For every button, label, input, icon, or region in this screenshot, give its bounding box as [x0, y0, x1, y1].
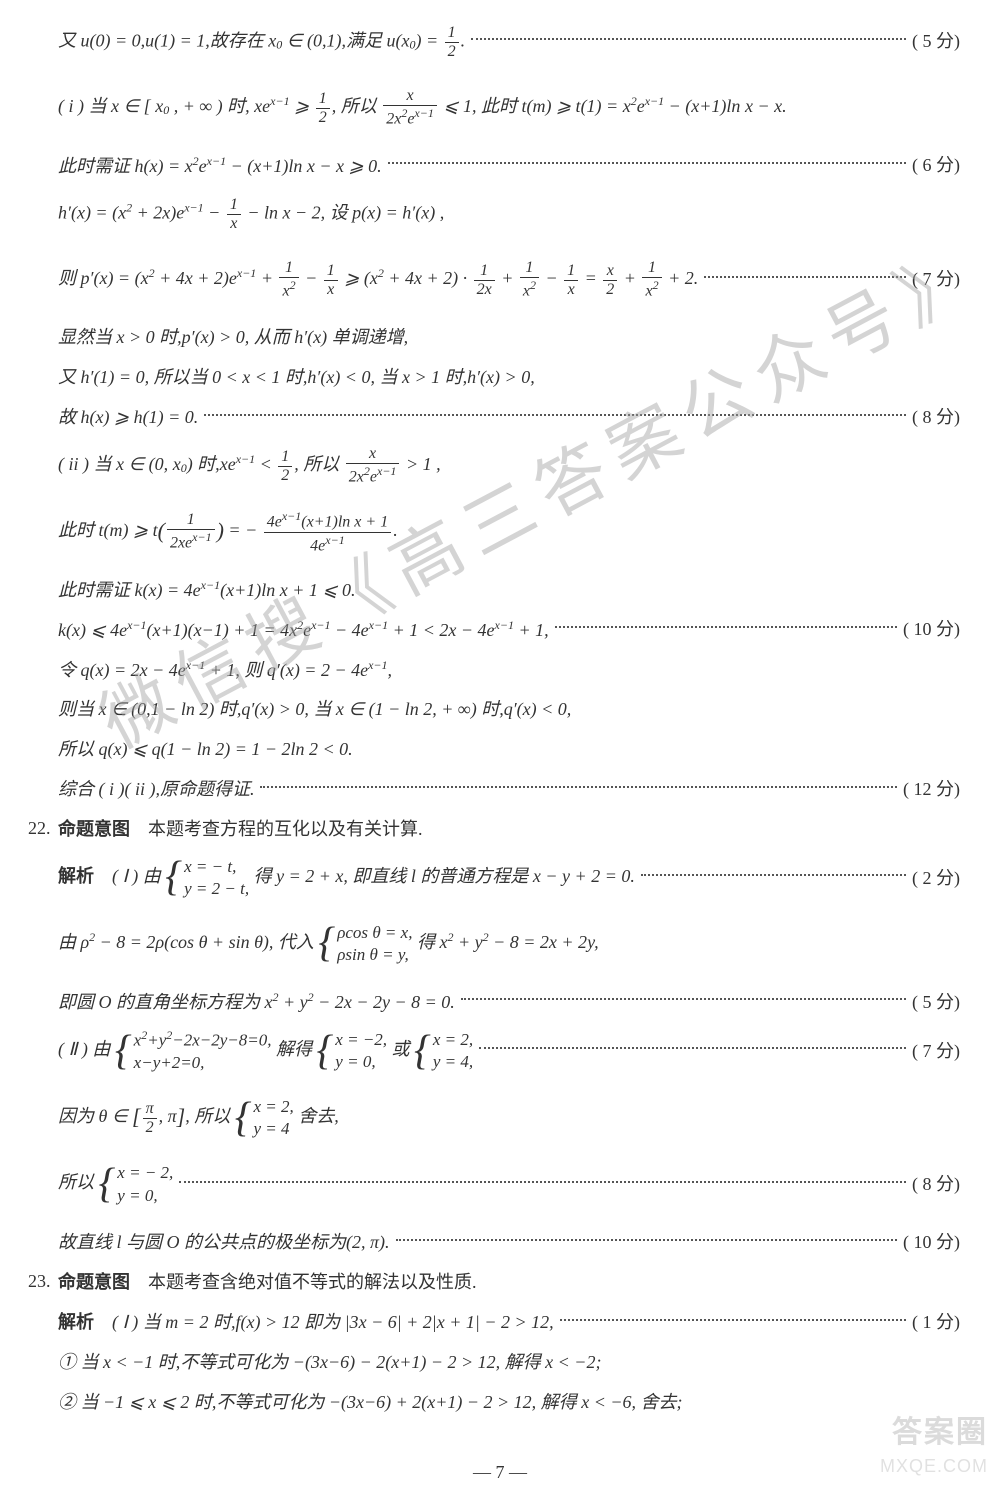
- dot-leader: [388, 162, 906, 164]
- solution-line: 因为 θ ∈ [π2, π], 所以 {x = 2,y = 4 舍去,: [30, 1096, 960, 1140]
- intent-line: 命题意图 本题考查方程的互化以及有关计算.: [30, 816, 960, 844]
- line-content: 又 h′(1) = 0, 所以当 0 < x < 1 时,h′(x) < 0, …: [58, 365, 535, 390]
- document-body: 又 u(0) = 0,u(1) = 1,故存在 x0 ∈ (0,1),满足 u(…: [30, 20, 960, 1417]
- analysis-line: 解析 ( Ⅰ ) 当 m = 2 时,f(x) > 12 即为 |3x − 6|…: [30, 1309, 960, 1337]
- score-label: ( 2 分): [912, 866, 960, 891]
- line-content: 故 h(x) ⩾ h(1) = 0.: [58, 405, 198, 430]
- line-content: ( Ⅱ ) 由 {x2+y2−2x−2y−8=0,x−y+2=0, 解得 {x …: [58, 1028, 473, 1074]
- solution-line: ① 当 x < −1 时,不等式可化为 −(3x−6) − 2(x+1) − 2…: [30, 1349, 960, 1377]
- solution-line: 所以 q(x) ⩽ q(1 − ln 2) = 1 − 2ln 2 < 0.: [30, 736, 960, 764]
- solution-line: 此时需证 h(x) = x2ex−1 − (x+1)ln x − x ⩾ 0. (…: [30, 152, 960, 180]
- dot-leader: [461, 998, 906, 1000]
- dot-leader: [479, 1047, 906, 1049]
- solution-line: ( ii ) 当 x ∈ (0, x0) 时,xex−1 < 12, 所以 x2…: [30, 444, 960, 488]
- score-label: ( 7 分): [912, 267, 960, 292]
- line-content: 所以 q(x) ⩽ q(1 − ln 2) = 1 − 2ln 2 < 0.: [58, 737, 353, 762]
- dot-leader: [555, 626, 897, 628]
- score-label: ( 5 分): [912, 29, 960, 54]
- line-content: 令 q(x) = 2x − 4ex−1 + 1, 则 q′(x) = 2 − 4…: [58, 657, 392, 683]
- line-content: k(x) ⩽ 4ex−1(x+1)(x−1) + 1 = 4x2ex−1 − 4…: [58, 617, 549, 643]
- score-label: ( 1 分): [912, 1310, 960, 1335]
- solution-line: ② 当 −1 ⩽ x ⩽ 2 时,不等式可化为 −(3x−6) + 2(x+1)…: [30, 1389, 960, 1417]
- line-content: 此时需证 k(x) = 4ex−1(x+1)ln x + 1 ⩽ 0.: [58, 577, 355, 603]
- solution-line: 则 p′(x) = (x2 + 4x + 2)ex−1 + 1x2 − 1x ⩾…: [30, 258, 960, 302]
- line-content: 由 ρ2 − 8 = 2ρ(cos θ + sin θ), 代入 {ρcos θ…: [58, 922, 599, 966]
- solution-line: 故 h(x) ⩾ h(1) = 0. ( 8 分): [30, 404, 960, 432]
- question-22: 22.命题意图 本题考查方程的互化以及有关计算. 解析 ( Ⅰ ) 由 {x = …: [30, 816, 960, 1257]
- solution-line: 又 h′(1) = 0, 所以当 0 < x < 1 时,h′(x) < 0, …: [30, 364, 960, 392]
- question-number: 23.: [28, 1269, 51, 1294]
- solution-line: 则当 x ∈ (0,1 − ln 2) 时,q′(x) > 0, 当 x ∈ (…: [30, 696, 960, 724]
- score-label: ( 7 分): [912, 1039, 960, 1064]
- line-content: 此时需证 h(x) = x2ex−1 − (x+1)ln x − x ⩾ 0.: [58, 153, 382, 179]
- solution-line: 显然当 x > 0 时,p′(x) > 0, 从而 h′(x) 单调递增,: [30, 324, 960, 352]
- page-number: — 7 —: [0, 1460, 1000, 1485]
- line-content: 又 u(0) = 0,u(1) = 1,故存在 x0 ∈ (0,1),满足 u(…: [58, 25, 465, 60]
- line-content: 即圆 O 的直角坐标方程为 x2 + y2 − 2x − 2y − 8 = 0.: [58, 989, 455, 1015]
- dot-leader: [641, 874, 906, 876]
- score-label: ( 5 分): [912, 990, 960, 1015]
- line-content: 则 p′(x) = (x2 + 4x + 2)ex−1 + 1x2 − 1x ⩾…: [58, 260, 698, 299]
- dot-leader: [179, 1181, 906, 1183]
- score-label: ( 8 分): [912, 405, 960, 430]
- line-content: 因为 θ ∈ [π2, π], 所以 {x = 2,y = 4 舍去,: [58, 1096, 339, 1140]
- dot-leader: [204, 414, 906, 416]
- dot-leader: [471, 38, 906, 40]
- line-content: 则当 x ∈ (0,1 − ln 2) 时,q′(x) > 0, 当 x ∈ (…: [58, 697, 571, 722]
- solution-line: 所以 {x = − 2,y = 0, ( 8 分): [30, 1162, 960, 1206]
- solution-line: 又 u(0) = 0,u(1) = 1,故存在 x0 ∈ (0,1),满足 u(…: [30, 20, 960, 64]
- question-number: 22.: [28, 816, 51, 841]
- solution-line: 故直线 l 与圆 O 的公共点的极坐标为(2, π). ( 10 分): [30, 1229, 960, 1257]
- solution-line: 即圆 O 的直角坐标方程为 x2 + y2 − 2x − 2y − 8 = 0.…: [30, 988, 960, 1016]
- analysis-line: 解析 ( Ⅰ ) 由 {x = − t,y = 2 − t, 得 y = 2 +…: [30, 856, 960, 900]
- intent-line: 命题意图 本题考查含绝对值不等式的解法以及性质.: [30, 1269, 960, 1297]
- line-content: 所以 {x = − 2,y = 0,: [58, 1162, 173, 1206]
- solution-line: 由 ρ2 − 8 = 2ρ(cos θ + sin θ), 代入 {ρcos θ…: [30, 922, 960, 966]
- dot-leader: [260, 786, 897, 788]
- score-label: ( 6 分): [912, 153, 960, 178]
- solution-line: 此时 t(m) ⩾ t(12xex−1) = − 4ex−1(x+1)ln x …: [30, 510, 960, 554]
- score-label: ( 12 分): [903, 777, 960, 802]
- question-23: 23.命题意图 本题考查含绝对值不等式的解法以及性质. 解析 ( Ⅰ ) 当 m …: [30, 1269, 960, 1417]
- dot-leader: [396, 1239, 897, 1241]
- line-content: ( i ) 当 x ∈ [ x0 , + ∞ ) 时, xex−1 ⩾ 12, …: [58, 88, 787, 127]
- line-content: 此时 t(m) ⩾ t(12xex−1) = − 4ex−1(x+1)ln x …: [58, 510, 398, 554]
- line-content: ① 当 x < −1 时,不等式可化为 −(3x−6) − 2(x+1) − 2…: [58, 1350, 601, 1375]
- dot-leader: [560, 1319, 906, 1321]
- line-content: 故直线 l 与圆 O 的公共点的极坐标为(2, π).: [58, 1230, 390, 1255]
- line-content: 显然当 x > 0 时,p′(x) > 0, 从而 h′(x) 单调递增,: [58, 325, 408, 350]
- solution-line: k(x) ⩽ 4ex−1(x+1)(x−1) + 1 = 4x2ex−1 − 4…: [30, 616, 960, 644]
- line-content: 综合 ( i )( ii ),原命题得证.: [58, 777, 254, 802]
- solution-line: 此时需证 k(x) = 4ex−1(x+1)ln x + 1 ⩽ 0.: [30, 576, 960, 604]
- line-content: h′(x) = (x2 + 2x)ex−1 − 1x − ln x − 2, 设…: [58, 197, 444, 232]
- solution-line: 令 q(x) = 2x − 4ex−1 + 1, 则 q′(x) = 2 − 4…: [30, 656, 960, 684]
- line-content: ( ii ) 当 x ∈ (0, x0) 时,xex−1 < 12, 所以 x2…: [58, 446, 441, 485]
- line-content: ② 当 −1 ⩽ x ⩽ 2 时,不等式可化为 −(3x−6) + 2(x+1)…: [58, 1390, 682, 1415]
- score-label: ( 8 分): [912, 1172, 960, 1197]
- solution-line: ( Ⅱ ) 由 {x2+y2−2x−2y−8=0,x−y+2=0, 解得 {x …: [30, 1028, 960, 1074]
- solution-line: 综合 ( i )( ii ),原命题得证. ( 12 分): [30, 776, 960, 804]
- solution-line: h′(x) = (x2 + 2x)ex−1 − 1x − ln x − 2, 设…: [30, 192, 960, 236]
- score-label: ( 10 分): [903, 617, 960, 642]
- watermark-br-line1: 答案圈: [880, 1412, 988, 1454]
- solution-line: ( i ) 当 x ∈ [ x0 , + ∞ ) 时, xex−1 ⩾ 12, …: [30, 86, 960, 130]
- score-label: ( 10 分): [903, 1230, 960, 1255]
- dot-leader: [704, 276, 906, 278]
